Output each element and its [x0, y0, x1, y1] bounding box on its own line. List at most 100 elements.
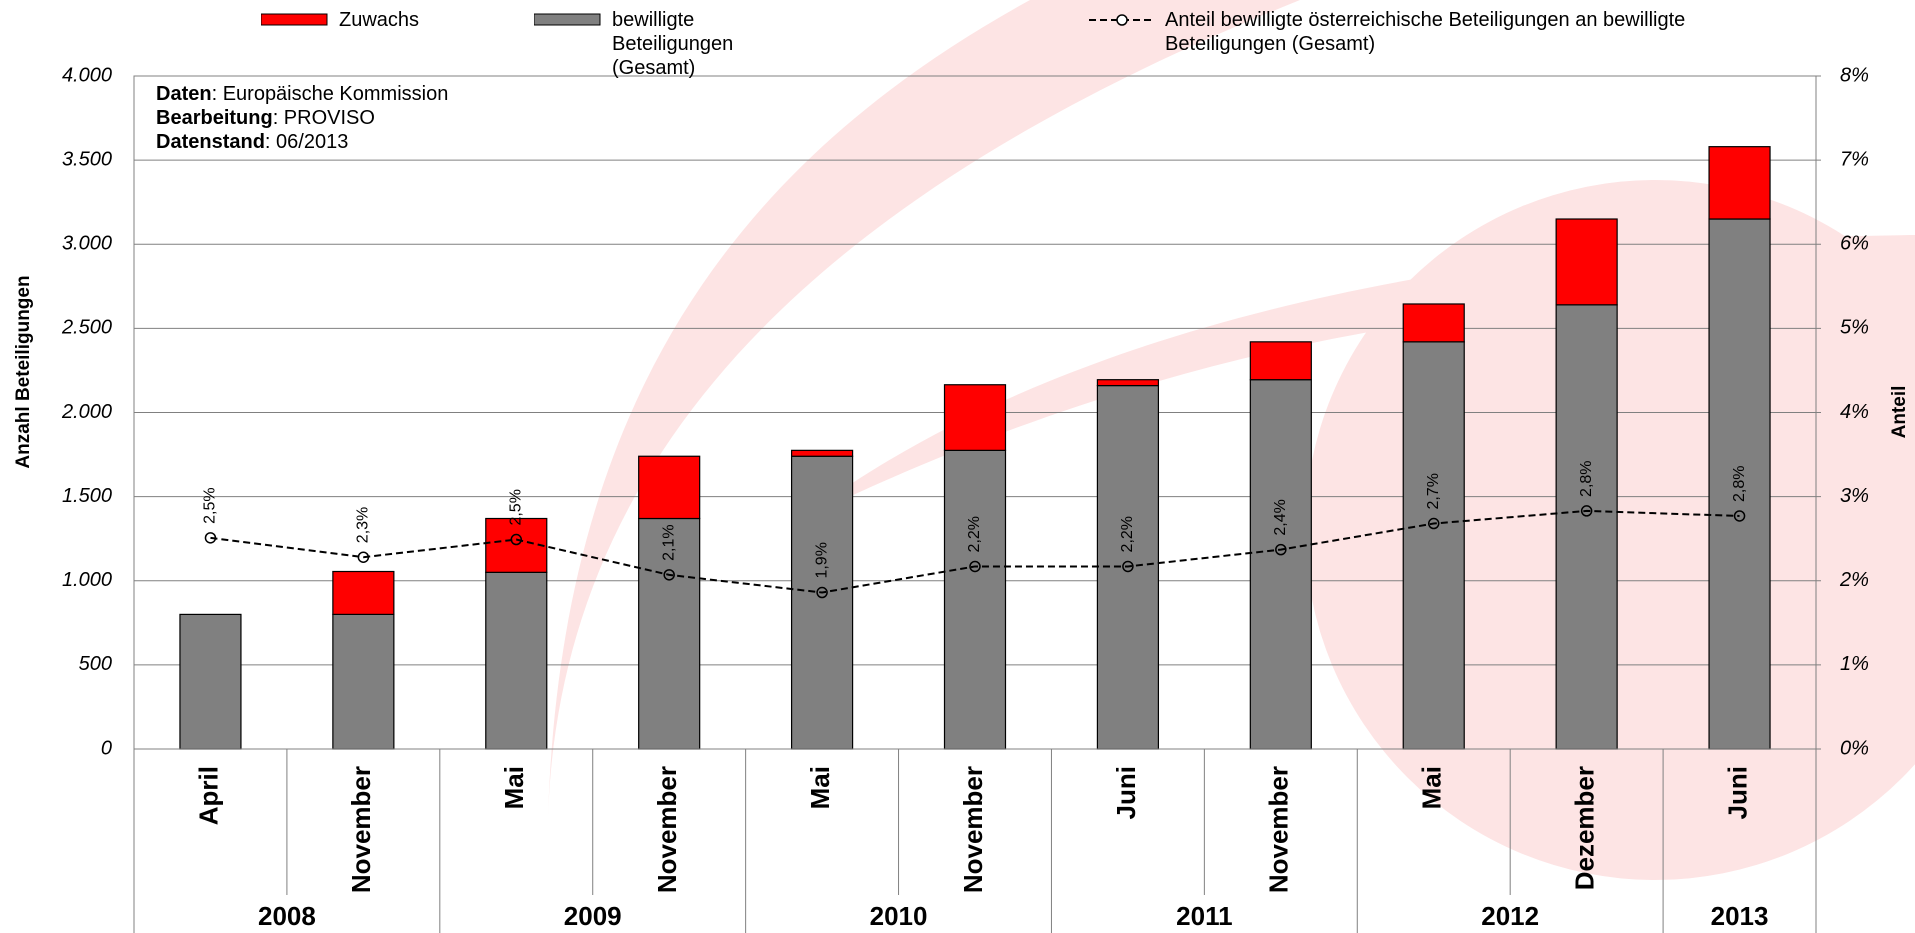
annotation-text: : 06/2013 [265, 131, 348, 153]
annotation-label: Datenstand [156, 131, 265, 153]
y-tick-label: 4.000 [62, 64, 112, 86]
data-label: 2,5% [507, 489, 524, 525]
bar [485, 517, 548, 573]
line-marker [663, 569, 675, 581]
data-label: 2,8% [1578, 460, 1595, 496]
annotation-text: : Europäische Kommission [212, 83, 449, 105]
data-label: 2,7% [1425, 473, 1442, 509]
annotation: Bearbeitung: PROVISO [156, 107, 375, 129]
bar [1096, 379, 1160, 387]
legend-rect [261, 13, 328, 26]
bar [1708, 146, 1771, 220]
bar [1249, 379, 1312, 750]
x-tick-label: Mai [499, 766, 529, 809]
legend-item: Anteil bewilligte österreichische Beteil… [1087, 8, 1695, 56]
line-marker [1580, 505, 1593, 517]
legend-swatch [1089, 14, 1155, 26]
x-group-label: 2009 [564, 901, 622, 931]
line-marker [204, 532, 217, 544]
x-tick-label: Juni [1111, 766, 1141, 819]
line-marker [510, 533, 523, 546]
annotation-label: Bearbeitung [156, 107, 273, 129]
bar [1402, 303, 1465, 343]
y-tick-label: 3.500 [62, 148, 112, 170]
bar [790, 449, 854, 457]
x-group-label: 2012 [1481, 901, 1539, 931]
y-tick-label: 1.500 [62, 485, 112, 507]
line-marker [969, 560, 981, 573]
data-label: 2,4% [1272, 499, 1289, 535]
legend-item: Zuwachs [261, 8, 419, 32]
bar [332, 570, 395, 616]
y-tick-label: 2.000 [61, 401, 112, 423]
bar [1555, 218, 1618, 306]
x-group-label: 2011 [1176, 901, 1232, 931]
y2-tick-label: 0% [1840, 737, 1869, 759]
legend-swatch [534, 13, 601, 26]
y2-tick-label: 5% [1840, 317, 1869, 339]
data-label: 1,9% [813, 542, 830, 578]
decor-swoosh [548, 0, 1300, 818]
bar [1249, 341, 1312, 381]
y2-tick-label: 8% [1840, 64, 1869, 86]
y2-tick-label: 4% [1840, 401, 1869, 423]
data-label: 2,2% [966, 516, 983, 552]
line-marker [1275, 543, 1287, 556]
bar [943, 384, 1007, 451]
legend-marker [1116, 14, 1128, 26]
line-marker [357, 551, 370, 563]
annotation: Daten: Europäische Kommission [156, 83, 448, 105]
data-label: 2,5% [202, 487, 219, 523]
legend-swatch [261, 13, 328, 26]
y-tick-label: 500 [79, 653, 112, 675]
x-tick-label: November [652, 766, 682, 893]
annotation: Datenstand: 06/2013 [156, 131, 348, 153]
bar [485, 571, 548, 750]
y-tick-label: 0 [101, 737, 112, 759]
x-group-label: 2010 [870, 901, 928, 931]
x-group-label: 2013 [1711, 901, 1769, 931]
x-group-label: 2008 [258, 901, 316, 931]
bar [332, 613, 395, 750]
x-tick-label: Mai [1417, 766, 1447, 809]
data-label: 2,1% [660, 524, 677, 560]
x-tick-label: Dezember [1570, 766, 1600, 890]
x-tick-label: Juni [1722, 766, 1752, 819]
annotation-label: Daten [156, 83, 212, 105]
y2-tick-label: 7% [1840, 148, 1869, 170]
y-axis-title: Anzahl Beteiligungen [13, 275, 34, 468]
y2-tick-label: 1% [1840, 653, 1869, 675]
legend-label: Zuwachs [339, 9, 420, 31]
bar [1402, 341, 1465, 750]
x-tick-label: Mai [805, 766, 835, 809]
bar [1555, 304, 1618, 750]
data-label: 2,8% [1731, 466, 1748, 502]
y2-axis-title: Anteil [1889, 386, 1910, 439]
legend-label: bewilligte Beteiligungen (Gesamt) [612, 9, 734, 79]
y2-tick-label: 2% [1839, 569, 1869, 591]
x-tick-label: April [193, 766, 223, 825]
bar [790, 455, 854, 750]
x-tick-label: November [1264, 766, 1294, 893]
line-marker [816, 586, 828, 599]
legend-label: Anteil bewilligte österreichische Beteil… [1165, 9, 1686, 55]
bar [179, 613, 242, 750]
data-label: 2,2% [1119, 516, 1136, 552]
decor-swoosh [800, 235, 1915, 520]
y2-tick-label: 3% [1840, 485, 1869, 507]
line-marker [1733, 510, 1746, 522]
x-tick-label: November [346, 766, 376, 893]
data-label: 2,3% [355, 507, 372, 543]
y2-tick-label: 6% [1840, 233, 1869, 255]
legend-rect [534, 13, 601, 26]
line [210, 509, 1740, 594]
bar [638, 455, 701, 520]
annotation-text: : PROVISO [273, 107, 375, 129]
y-tick-label: 1.000 [62, 569, 112, 591]
y-tick-label: 3.000 [62, 233, 112, 255]
x-tick-label: November [958, 766, 988, 893]
legend-item: bewilligte Beteiligungen (Gesamt) [534, 8, 733, 80]
line-marker [1427, 517, 1440, 530]
